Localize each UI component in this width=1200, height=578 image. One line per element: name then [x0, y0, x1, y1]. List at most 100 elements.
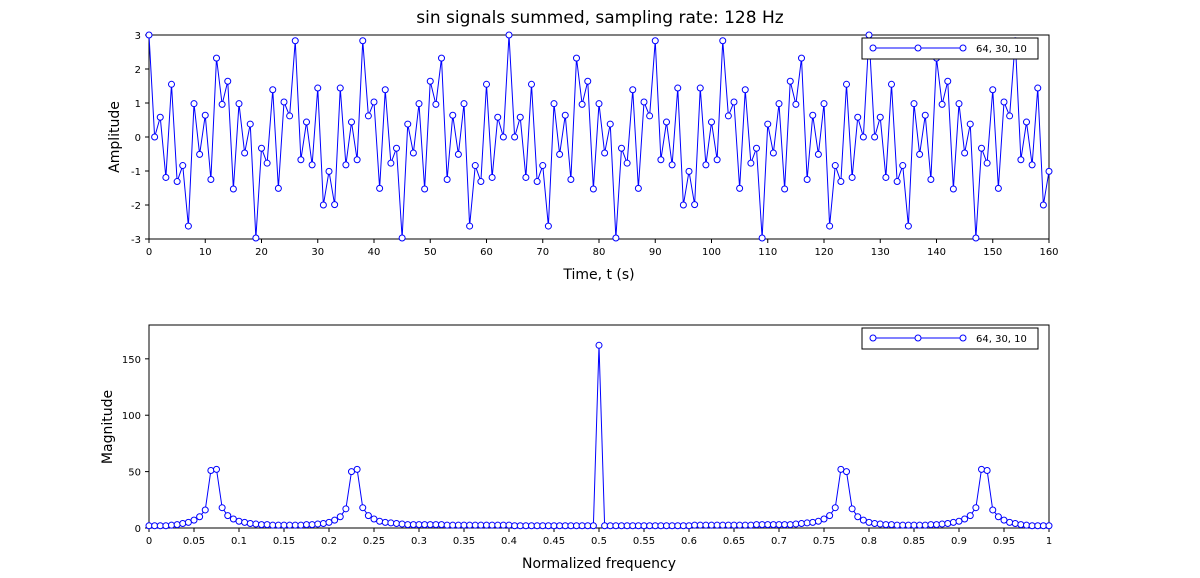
- time-data-point: [753, 144, 760, 152]
- freq-data-point: [640, 522, 648, 530]
- freq-data-point: [151, 522, 159, 530]
- time-data-point: [854, 113, 862, 121]
- time-y-tick-label: 3: [135, 31, 141, 42]
- time-data-point: [904, 222, 912, 230]
- frequency-plot: 0 0.05 0.1 0.15 0.2 0.25 0.3 0.35 0.4 0.45 0.5 0.55…: [100, 324, 1053, 572]
- freq-data-point: [1011, 519, 1019, 527]
- freq-data-point: [556, 522, 564, 530]
- time-data-point: [792, 100, 800, 108]
- freq-x-axis-label: Normalized frequency: [522, 556, 676, 572]
- freq-data-point: [685, 522, 693, 530]
- time-data-point: [196, 150, 204, 158]
- time-data-point: [483, 80, 490, 88]
- freq-data-point: [488, 521, 496, 529]
- time-x-ticks: 0 10 20 30 40 50 60 70 80 90 100 110 120 130 140 150 160: [146, 239, 1059, 258]
- time-legend-label: 64, 30, 10: [976, 44, 1027, 55]
- freq-data-point: [989, 506, 997, 514]
- time-data-point: [758, 234, 766, 242]
- time-data-point: [173, 178, 181, 186]
- freq-data-point: [826, 512, 834, 520]
- freq-data-point: [769, 521, 777, 529]
- freq-data-point: [781, 521, 789, 529]
- freq-data-point: [859, 516, 867, 524]
- freq-data-point: [393, 519, 400, 527]
- time-data-point: [224, 77, 232, 85]
- freq-data-point: [246, 519, 254, 527]
- time-data-point: [426, 77, 434, 85]
- freq-y-tick-label: 50: [128, 468, 141, 479]
- time-data-point: [218, 100, 226, 108]
- freq-data-point: [741, 521, 749, 529]
- freq-data-point: [156, 522, 164, 530]
- freq-x-tick-label: 0.15: [273, 536, 295, 547]
- time-data-point: [1028, 161, 1036, 169]
- freq-legend-marker: [959, 334, 967, 342]
- freq-data-point: [319, 519, 327, 527]
- freq-x-tick-label: 0.5: [591, 536, 607, 547]
- time-data-point: [286, 112, 294, 120]
- time-data-point: [584, 77, 592, 85]
- time-data-point: [702, 161, 710, 169]
- freq-x-tick-label: 0.65: [723, 536, 745, 547]
- time-data-point: [156, 113, 164, 121]
- freq-data-point: [314, 520, 322, 528]
- freq-data-point: [629, 522, 637, 530]
- time-data-point: [556, 150, 564, 158]
- freq-data-point: [882, 521, 890, 529]
- freq-data-point: [595, 341, 603, 349]
- time-data-point: [876, 113, 884, 121]
- time-x-tick-label: 90: [649, 247, 662, 258]
- freq-data-point: [567, 522, 575, 530]
- time-data-point: [291, 37, 299, 45]
- freq-data-point: [1039, 522, 1047, 530]
- freq-data-point: [663, 522, 670, 530]
- time-data-point: [466, 222, 474, 230]
- time-data-point: [865, 31, 873, 39]
- time-data-point: [539, 162, 547, 170]
- freq-data-point: [1023, 521, 1030, 529]
- freq-data-point: [916, 521, 924, 529]
- freq-data-point: [443, 521, 451, 529]
- freq-data-point: [837, 465, 845, 473]
- time-data-point: [533, 178, 541, 186]
- freq-data-point: [674, 522, 682, 530]
- time-data-point: [786, 77, 794, 85]
- time-data-point: [1039, 201, 1047, 209]
- time-data-point: [916, 150, 924, 158]
- time-data-point: [409, 149, 417, 157]
- time-data-point: [899, 162, 907, 170]
- freq-data-point: [235, 517, 243, 525]
- time-data-point: [314, 84, 322, 92]
- time-data-point: [741, 86, 749, 94]
- time-data-point: [353, 156, 361, 164]
- time-data-point: [432, 100, 440, 108]
- freq-data-point: [466, 521, 474, 529]
- time-legend-marker: [959, 44, 967, 52]
- freq-data-point: [618, 522, 625, 530]
- time-data-point: [848, 173, 856, 181]
- freq-data-point: [764, 521, 772, 529]
- time-x-tick-label: 20: [255, 247, 268, 258]
- freq-data-point: [550, 522, 558, 530]
- time-data-point: [618, 144, 625, 152]
- freq-data-point: [499, 521, 507, 529]
- time-data-point: [511, 133, 519, 141]
- freq-data-point: [168, 521, 175, 529]
- time-data-point: [207, 176, 215, 183]
- time-y-tick-label: -2: [131, 201, 141, 212]
- freq-data-point: [961, 515, 969, 523]
- time-plot-frame: [148, 34, 1050, 240]
- freq-data-point: [471, 521, 479, 529]
- freq-data-point: [589, 522, 597, 530]
- time-data-point: [685, 167, 693, 175]
- freq-data-point: [646, 522, 654, 530]
- time-data-point: [460, 100, 468, 108]
- time-legend-marker: [914, 44, 922, 52]
- time-data-point: [213, 54, 220, 62]
- time-x-tick-label: 60: [480, 247, 493, 258]
- freq-data-point: [803, 519, 811, 527]
- time-data-point: [516, 113, 524, 121]
- freq-data-point: [426, 521, 434, 529]
- time-data-point: [893, 178, 901, 186]
- freq-data-point: [229, 515, 237, 523]
